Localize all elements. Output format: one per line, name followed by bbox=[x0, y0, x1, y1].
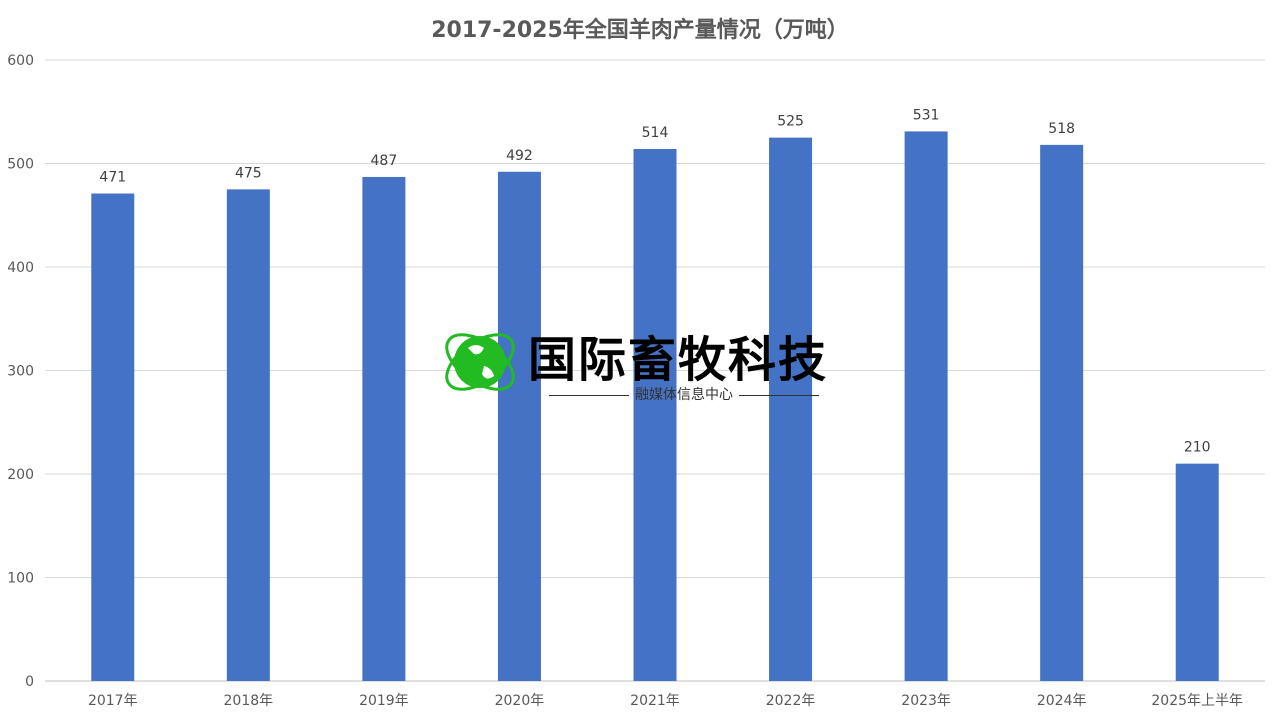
data-label: 531 bbox=[913, 107, 940, 123]
bar bbox=[91, 193, 135, 681]
y-tick-label: 100 bbox=[7, 571, 34, 587]
y-tick-label: 600 bbox=[7, 53, 34, 69]
x-tick-label: 2024年 bbox=[1037, 693, 1087, 709]
x-tick-label: 2019年 bbox=[359, 693, 409, 709]
bar bbox=[1040, 144, 1084, 681]
data-label: 518 bbox=[1048, 121, 1075, 137]
y-tick-label: 400 bbox=[7, 260, 34, 276]
x-tick-label: 2022年 bbox=[766, 693, 816, 709]
data-label: 492 bbox=[506, 148, 533, 164]
bar bbox=[226, 189, 270, 681]
x-tick-label: 2021年 bbox=[630, 693, 680, 709]
x-tick-label: 2023年 bbox=[901, 693, 951, 709]
data-label: 475 bbox=[235, 165, 262, 181]
y-tick-label: 0 bbox=[25, 674, 34, 690]
data-label: 514 bbox=[642, 125, 669, 141]
bar bbox=[633, 149, 677, 681]
bar bbox=[769, 137, 813, 681]
chart-title: 2017-2025年全国羊肉产量情况（万吨） bbox=[431, 18, 849, 43]
globe-logo-icon bbox=[445, 333, 515, 391]
watermark-title: 国际畜牧科技 bbox=[528, 332, 829, 388]
data-label: 525 bbox=[777, 114, 804, 130]
bar bbox=[904, 131, 948, 682]
x-tick-label: 2020年 bbox=[495, 693, 545, 709]
watermark-subtitle: 融媒体信息中心 bbox=[540, 384, 828, 404]
data-label: 471 bbox=[99, 170, 126, 186]
bar bbox=[497, 171, 541, 681]
y-tick-label: 300 bbox=[7, 364, 34, 380]
data-label: 210 bbox=[1184, 440, 1211, 456]
x-tick-label: 2017年 bbox=[88, 693, 138, 709]
x-tick-label: 2018年 bbox=[224, 693, 274, 709]
data-label: 487 bbox=[371, 153, 398, 169]
x-tick-label: 2025年上半年 bbox=[1151, 693, 1243, 709]
y-tick-label: 200 bbox=[7, 467, 34, 483]
watermark: 国际畜牧科技 融媒体信息中心 bbox=[440, 318, 840, 408]
bar bbox=[1175, 463, 1219, 681]
y-tick-label: 500 bbox=[7, 157, 34, 173]
bar bbox=[362, 176, 406, 681]
